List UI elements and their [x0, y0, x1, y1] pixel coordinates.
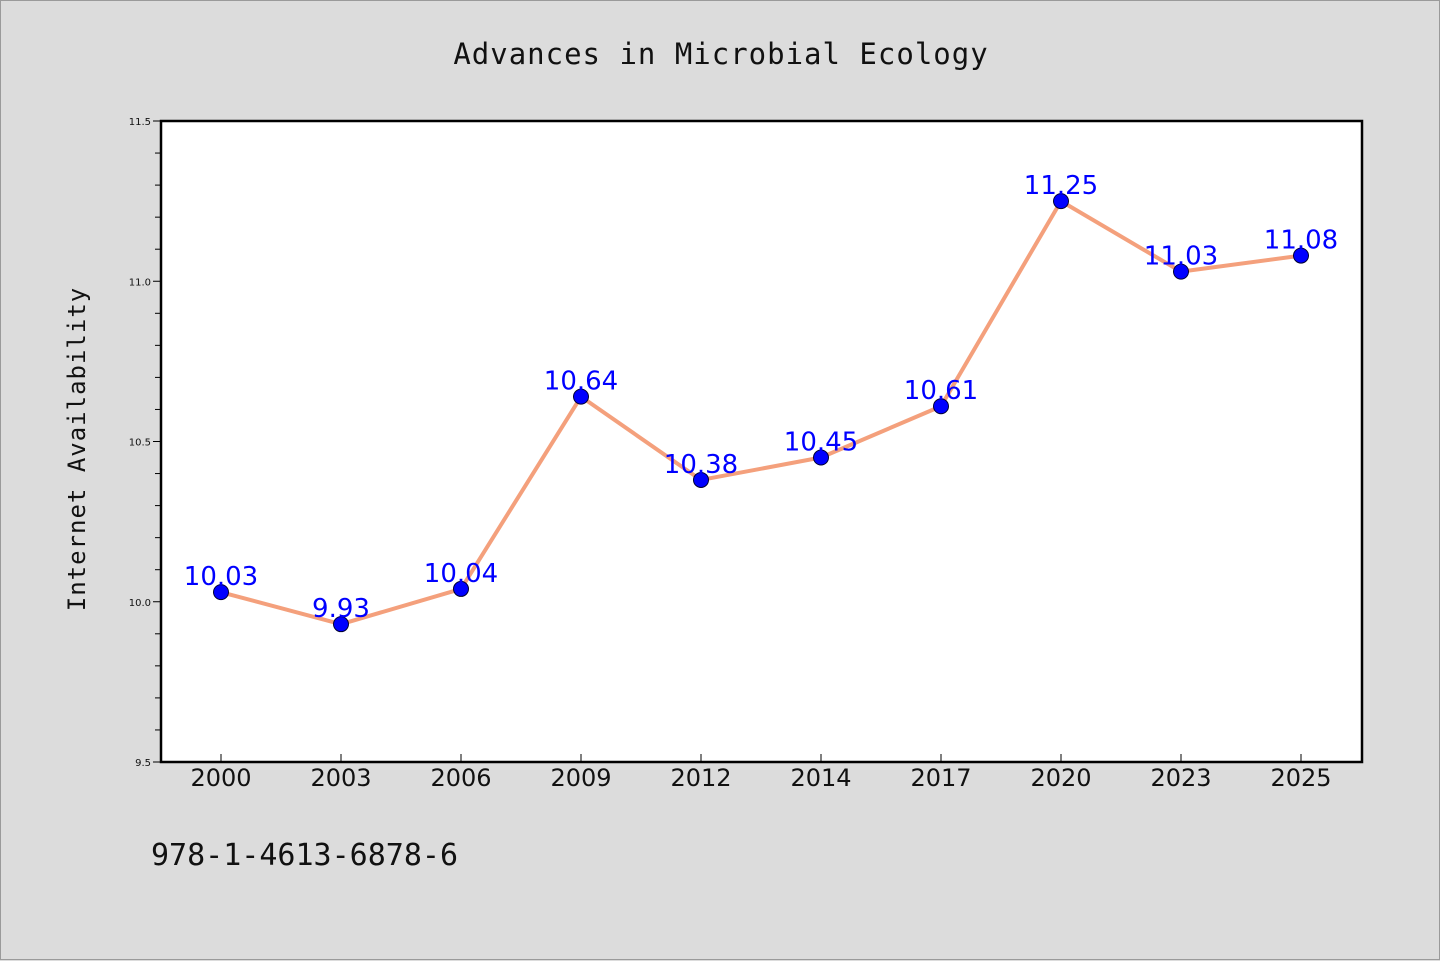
- data-label: 10.64: [544, 367, 618, 397]
- data-markers: [213, 193, 1309, 633]
- y-axis-label: Internet Availability: [63, 287, 91, 611]
- series-line: [220, 199, 1302, 627]
- data-label: 10.04: [424, 559, 498, 589]
- y-tick-label: 9.5: [135, 758, 151, 769]
- data-point: [813, 449, 829, 466]
- x-tick-label: 2012: [670, 764, 731, 792]
- x-tick-label: 2020: [1030, 764, 1091, 792]
- data-point: [213, 584, 229, 601]
- x-tick-label: 2025: [1270, 764, 1331, 792]
- data-label: 10.45: [784, 428, 858, 458]
- data-label: 9.93: [312, 594, 370, 624]
- y-tick-label: 10.0: [129, 598, 151, 609]
- x-tick-label: 2003: [310, 764, 371, 792]
- x-axis: 2000 2003 2006 2009 2012 2014 2017 2020 2023 2025: [190, 754, 1332, 792]
- data-label: 11.25: [1024, 171, 1098, 201]
- y-tick-label: 11.5: [129, 117, 151, 128]
- chart-title: Advances in Microbial Ecology: [453, 37, 988, 71]
- x-tick-label: 2014: [790, 764, 851, 792]
- x-tick-label: 2009: [550, 764, 611, 792]
- x-tick-label: 2023: [1150, 764, 1211, 792]
- data-label: 10.61: [904, 376, 978, 406]
- y-axis: 9.5 10.0 10.5 11.0 11.5: [129, 117, 161, 769]
- x-tick-label: 2006: [430, 764, 491, 792]
- x-tick-label: 2000: [190, 764, 251, 792]
- y-tick-label: 11.0: [129, 277, 151, 288]
- data-point: [1053, 193, 1069, 210]
- data-point: [1293, 247, 1309, 264]
- data-point: [1173, 263, 1189, 280]
- data-point: [573, 388, 589, 405]
- y-tick-label: 10.5: [129, 438, 151, 449]
- data-label: 10.03: [184, 562, 258, 592]
- x-tick-label: 2017: [910, 764, 971, 792]
- plot-area: [159, 119, 1364, 764]
- data-label: 10.38: [664, 450, 738, 480]
- data-point: [693, 471, 709, 488]
- data-point: [333, 616, 349, 633]
- data-label: 11.08: [1264, 226, 1338, 256]
- isbn-footer: 978-1-4613-6878-6: [151, 838, 458, 873]
- data-point: [933, 398, 949, 415]
- data-labels: 10.03 9.93 10.04 10.64 10.38 10.45 10.61 11.25 1…: [184, 171, 1338, 624]
- data-point: [453, 580, 469, 597]
- data-label: 11.03: [1144, 242, 1218, 272]
